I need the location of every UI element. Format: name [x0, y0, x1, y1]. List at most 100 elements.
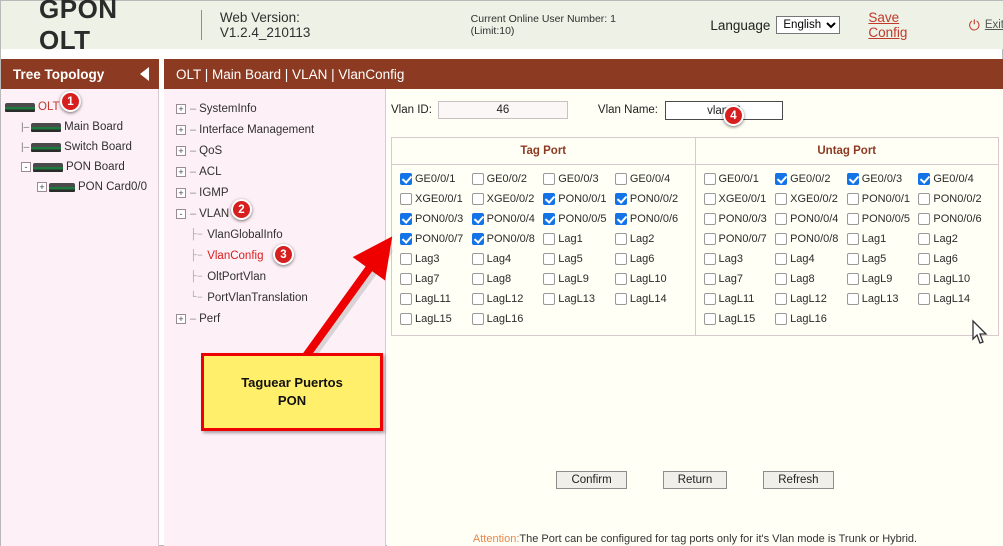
- checkbox-icon[interactable]: [846, 173, 859, 185]
- checkbox-icon[interactable]: [775, 253, 788, 265]
- tag-port-pon0-0-7[interactable]: PON0/0/7: [400, 233, 472, 245]
- checkbox-icon[interactable]: [614, 193, 627, 205]
- untag-port-lag8[interactable]: Lag8: [775, 273, 847, 285]
- tree-node-pon-card0-0[interactable]: + PON Card0/0: [1, 177, 158, 197]
- checkbox-icon[interactable]: [775, 173, 788, 185]
- untag-port-xge0-0-2[interactable]: XGE0/0/2: [775, 193, 847, 205]
- nav-expander-icon[interactable]: +: [176, 188, 186, 198]
- nav-item-systeminfo[interactable]: + – SystemInfo: [176, 99, 385, 119]
- untag-port-ge0-0-2[interactable]: GE0/0/2: [775, 173, 847, 185]
- checkbox-icon[interactable]: [918, 173, 931, 185]
- checkbox-icon[interactable]: [775, 193, 788, 205]
- nav-item-qos[interactable]: + – QoS: [176, 141, 385, 161]
- checkbox-icon[interactable]: [400, 273, 412, 285]
- checkbox-icon[interactable]: [918, 293, 931, 305]
- untag-port-lag3[interactable]: Lag3: [703, 253, 776, 265]
- checkbox-icon[interactable]: [471, 193, 484, 205]
- nav-item-acl[interactable]: + – ACL: [176, 162, 385, 182]
- checkbox-icon[interactable]: [614, 173, 627, 185]
- refresh-button[interactable]: Refresh: [763, 471, 834, 489]
- untag-port-pon0-0-3[interactable]: PON0/0/3: [703, 213, 776, 225]
- untag-port-lagl14[interactable]: LagL14: [918, 293, 990, 305]
- tag-port-pon0-0-5[interactable]: PON0/0/5: [543, 213, 615, 225]
- checkbox-icon[interactable]: [703, 253, 716, 265]
- untag-port-pon0-0-7[interactable]: PON0/0/7: [703, 233, 776, 245]
- tag-port-lagl15[interactable]: LagL15: [400, 313, 472, 325]
- untag-port-lag2[interactable]: Lag2: [918, 233, 990, 245]
- checkbox-icon[interactable]: [918, 193, 931, 205]
- checkbox-icon[interactable]: [400, 213, 412, 225]
- checkbox-icon[interactable]: [846, 213, 859, 225]
- checkbox-icon[interactable]: [543, 293, 556, 305]
- tag-port-lagl14[interactable]: LagL14: [614, 293, 687, 305]
- checkbox-icon[interactable]: [400, 293, 412, 305]
- checkbox-icon[interactable]: [543, 233, 556, 245]
- untag-port-xge0-0-1[interactable]: XGE0/0/1: [703, 193, 776, 205]
- checkbox-icon[interactable]: [918, 213, 931, 225]
- nav-subitem-oltportvlan[interactable]: ├– OltPortVlan: [190, 267, 385, 287]
- checkbox-icon[interactable]: [846, 273, 859, 285]
- exit-link[interactable]: Exit: [984, 19, 1003, 31]
- tag-port-ge0-0-1[interactable]: GE0/0/1: [400, 173, 472, 185]
- tag-port-lag5[interactable]: Lag5: [543, 253, 615, 265]
- tree-expander-icon[interactable]: -: [21, 162, 31, 172]
- untag-port-lagl11[interactable]: LagL11: [703, 293, 776, 305]
- checkbox-icon[interactable]: [703, 273, 716, 285]
- tag-port-pon0-0-1[interactable]: PON0/0/1: [543, 193, 615, 205]
- untag-port-ge0-0-4[interactable]: GE0/0/4: [918, 173, 990, 185]
- untag-port-pon0-0-6[interactable]: PON0/0/6: [918, 213, 990, 225]
- checkbox-icon[interactable]: [543, 273, 556, 285]
- tag-port-xge0-0-1[interactable]: XGE0/0/1: [400, 193, 472, 205]
- checkbox-icon[interactable]: [775, 293, 788, 305]
- untag-port-pon0-0-8[interactable]: PON0/0/8: [775, 233, 847, 245]
- checkbox-icon[interactable]: [703, 233, 716, 245]
- untag-port-ge0-0-1[interactable]: GE0/0/1: [703, 173, 776, 185]
- tag-port-lagl12[interactable]: LagL12: [471, 293, 544, 305]
- checkbox-icon[interactable]: [614, 273, 627, 285]
- nav-item-interface-management[interactable]: + – Interface Management: [176, 120, 385, 140]
- checkbox-icon[interactable]: [846, 253, 859, 265]
- tree-node-olt[interactable]: OLT: [1, 97, 158, 117]
- tag-port-lag6[interactable]: Lag6: [614, 253, 687, 265]
- checkbox-icon[interactable]: [471, 313, 484, 325]
- untag-port-lag7[interactable]: Lag7: [703, 273, 776, 285]
- untag-port-pon0-0-4[interactable]: PON0/0/4: [775, 213, 847, 225]
- checkbox-icon[interactable]: [543, 213, 556, 225]
- tag-port-lagl9[interactable]: LagL9: [543, 273, 615, 285]
- nav-subitem-vlanglobalinfo[interactable]: ├– VlanGlobalInfo: [190, 225, 385, 245]
- tree-node-main-board[interactable]: |– Main Board: [1, 117, 158, 137]
- untag-port-ge0-0-3[interactable]: GE0/0/3: [846, 173, 919, 185]
- nav-item-vlan[interactable]: - – VLAN: [176, 204, 385, 224]
- nav-expander-icon[interactable]: -: [176, 209, 186, 219]
- checkbox-icon[interactable]: [471, 233, 484, 245]
- untag-port-pon0-0-2[interactable]: PON0/0/2: [918, 193, 990, 205]
- untag-port-lagl9[interactable]: LagL9: [846, 273, 919, 285]
- checkbox-icon[interactable]: [703, 173, 716, 185]
- nav-subitem-portvlantranslation[interactable]: └– PortVlanTranslation: [190, 288, 385, 308]
- tag-port-lag1[interactable]: Lag1: [543, 233, 615, 245]
- tree-node-switch-board[interactable]: |– Switch Board: [1, 137, 158, 157]
- nav-item-igmp[interactable]: + – IGMP: [176, 183, 385, 203]
- checkbox-icon[interactable]: [400, 193, 412, 205]
- tag-port-pon0-0-3[interactable]: PON0/0/3: [400, 213, 472, 225]
- vlan-id-input[interactable]: 46: [437, 101, 568, 119]
- tag-port-lag8[interactable]: Lag8: [471, 273, 544, 285]
- checkbox-icon[interactable]: [775, 313, 788, 325]
- checkbox-icon[interactable]: [471, 213, 484, 225]
- tag-port-lagl10[interactable]: LagL10: [614, 273, 687, 285]
- save-config-link[interactable]: Save Config: [868, 10, 908, 40]
- tag-port-lag4[interactable]: Lag4: [471, 253, 544, 265]
- tag-port-pon0-0-4[interactable]: PON0/0/4: [471, 213, 544, 225]
- checkbox-icon[interactable]: [846, 193, 859, 205]
- nav-item-perf[interactable]: + – Perf: [176, 309, 385, 329]
- tag-port-ge0-0-3[interactable]: GE0/0/3: [543, 173, 615, 185]
- checkbox-icon[interactable]: [471, 273, 484, 285]
- checkbox-icon[interactable]: [614, 293, 627, 305]
- checkbox-icon[interactable]: [614, 253, 627, 265]
- tree-node-pon-board[interactable]: - PON Board: [1, 157, 158, 177]
- language-select[interactable]: English: [776, 16, 841, 34]
- confirm-button[interactable]: Confirm: [556, 471, 627, 489]
- nav-expander-icon[interactable]: +: [176, 146, 186, 156]
- checkbox-icon[interactable]: [846, 293, 859, 305]
- untag-port-pon0-0-5[interactable]: PON0/0/5: [846, 213, 919, 225]
